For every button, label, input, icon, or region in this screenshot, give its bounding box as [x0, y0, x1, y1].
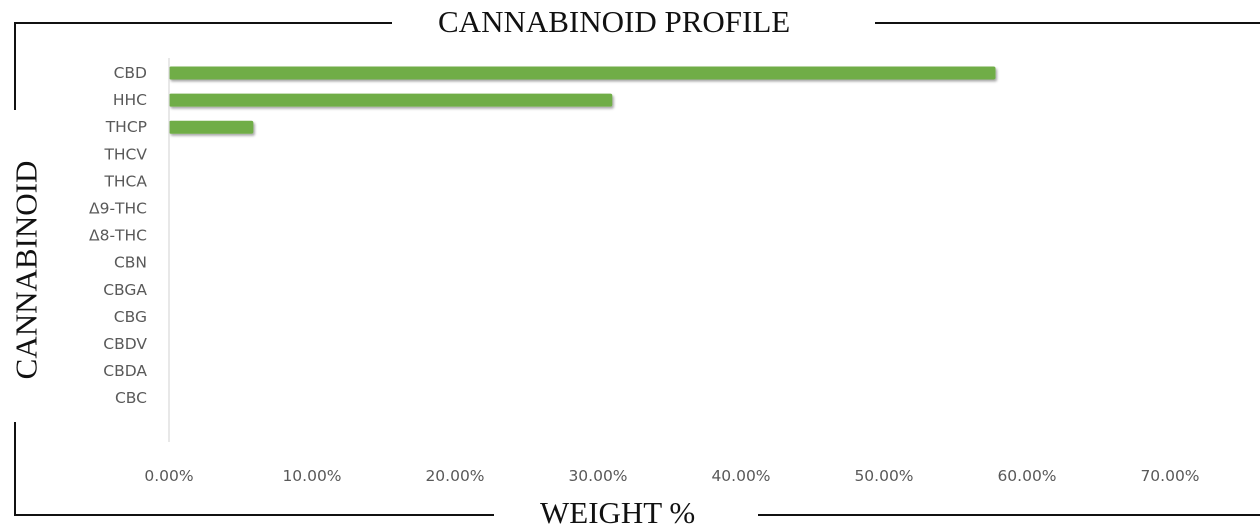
category-labels: CBD HHC THCP THCV THCA Δ9-THC Δ8-THC CBN CBGA CBG…	[89, 64, 147, 407]
bar-hhc	[169, 93, 613, 107]
x-tick-label: 30.00%	[568, 467, 627, 485]
category-label: CBDV	[103, 335, 147, 353]
category-label: CBC	[115, 389, 147, 407]
frame-bottom-right-line	[758, 514, 1260, 516]
x-tick-label: 40.00%	[711, 467, 770, 485]
frame-top-left-line	[14, 22, 392, 24]
x-tick-label: 70.00%	[1140, 467, 1199, 485]
category-label: CBDA	[103, 362, 147, 380]
frame-bottom-left-line	[14, 514, 494, 516]
category-label: CBN	[114, 254, 147, 272]
category-label: CBG	[114, 308, 147, 326]
x-tick-label: 50.00%	[854, 467, 913, 485]
chart-title: CANNABINOID PROFILE	[428, 6, 801, 37]
category-label: HHC	[113, 91, 147, 109]
x-axis-title: WEIGHT %	[530, 497, 706, 528]
frame-left-lower-line	[14, 422, 16, 516]
x-tick-label: 0.00%	[144, 467, 193, 485]
category-label: THCP	[105, 118, 147, 136]
frame-top-right-line	[875, 22, 1260, 24]
category-label: THCA	[103, 172, 147, 190]
bar-cbd	[169, 66, 996, 80]
frame-left-upper-line	[14, 22, 16, 110]
bars-layer	[169, 66, 996, 134]
category-label: THCV	[103, 145, 147, 163]
category-label: Δ9-THC	[89, 200, 147, 218]
category-label: Δ8-THC	[89, 227, 147, 245]
x-tick-label: 60.00%	[997, 467, 1056, 485]
bar-thcp	[169, 120, 254, 134]
category-label: CBD	[114, 64, 147, 82]
category-label: CBGA	[103, 281, 147, 299]
x-tick-label: 20.00%	[425, 467, 484, 485]
x-tick-label: 10.00%	[282, 467, 341, 485]
x-tick-labels: 0.00% 10.00% 20.00% 30.00% 40.00% 50.00% 60.00…	[144, 467, 1199, 485]
